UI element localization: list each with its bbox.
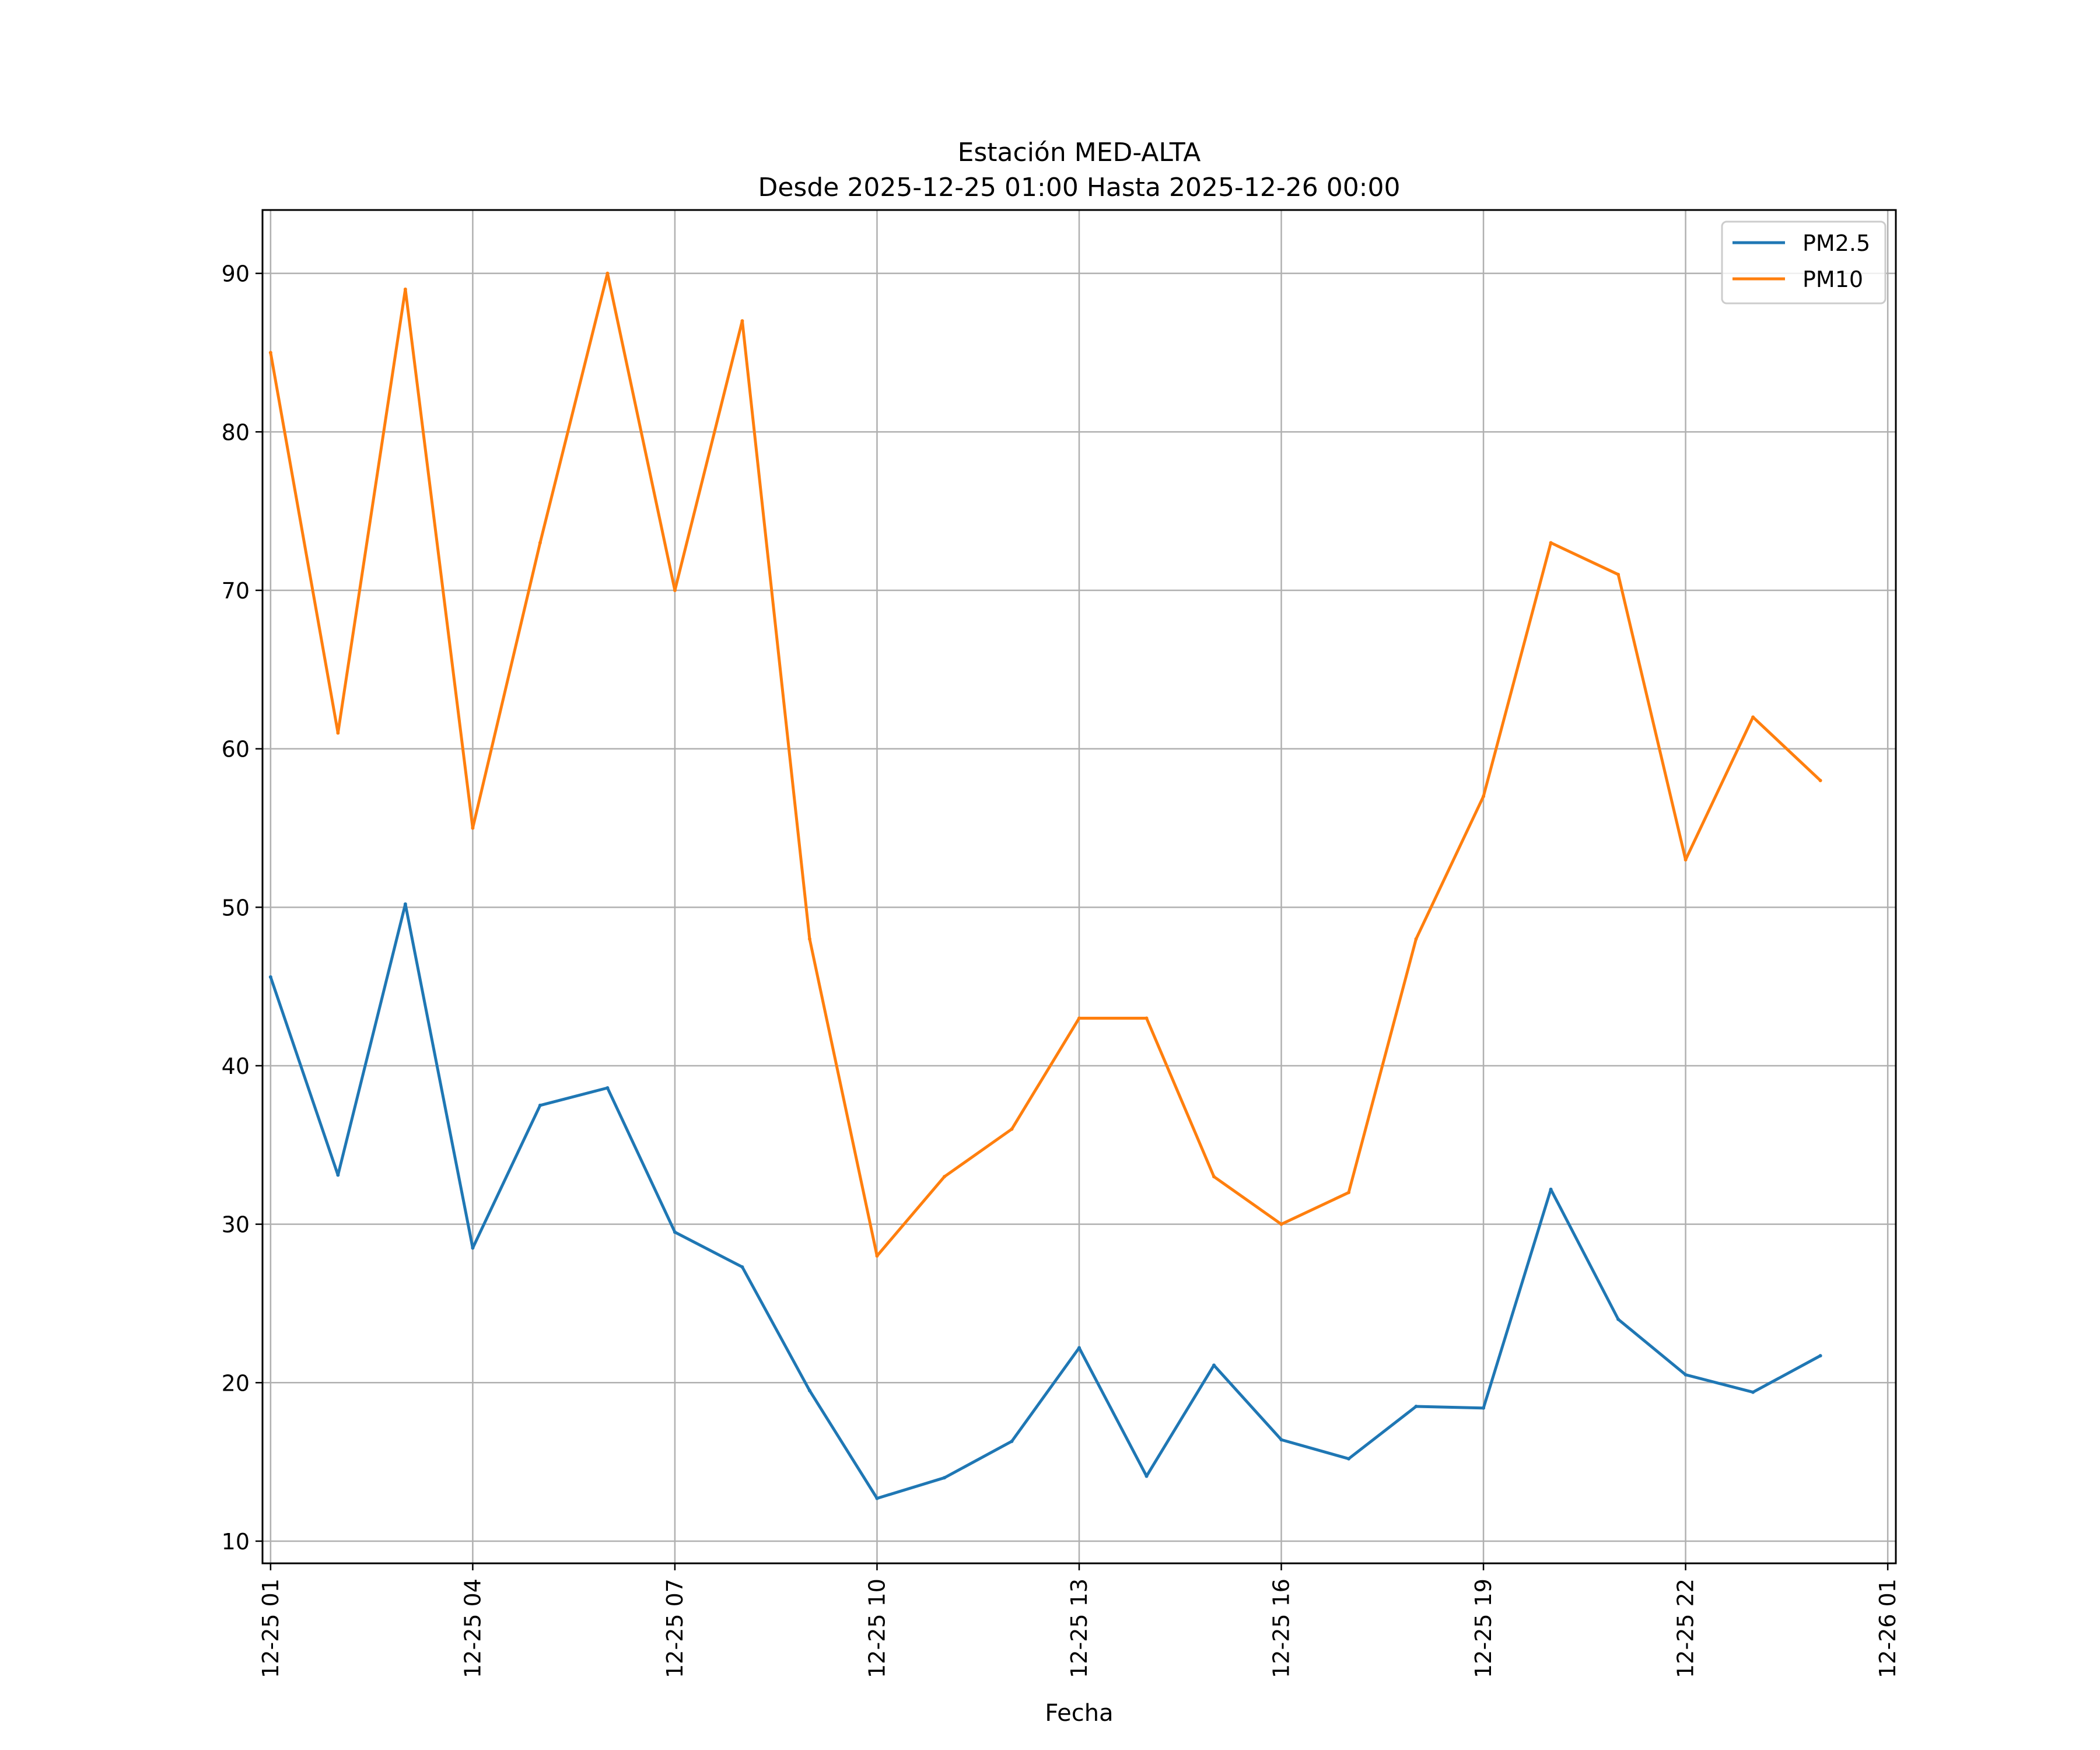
data-point-pm25: [1616, 1317, 1620, 1321]
data-point-pm25: [1279, 1438, 1283, 1442]
x-tick-label: 12-26 01: [1875, 1578, 1901, 1678]
y-tick-label: 40: [222, 1054, 250, 1079]
data-point-pm10: [1751, 715, 1755, 719]
x-tick-label: 12-25 19: [1471, 1578, 1496, 1678]
x-tick-label: 12-25 04: [460, 1578, 485, 1678]
data-point-pm10: [1347, 1191, 1351, 1195]
data-point-pm25: [1414, 1405, 1418, 1409]
legend-label-pm10: PM10: [1803, 267, 1863, 292]
data-point-pm10: [1482, 794, 1486, 799]
data-point-pm10: [807, 937, 811, 941]
data-point-pm10: [1616, 572, 1620, 576]
data-point-pm10: [1684, 858, 1688, 862]
data-point-pm10: [1010, 1127, 1014, 1131]
x-tick-label: 12-25 22: [1673, 1578, 1699, 1678]
y-tick-label: 10: [222, 1529, 250, 1555]
legend: PM2.5 PM10: [1721, 220, 1887, 304]
data-point-pm25: [1684, 1373, 1688, 1377]
data-point-pm10: [403, 287, 407, 291]
data-point-pm10: [1212, 1175, 1216, 1179]
series-line-pm10: [269, 272, 1822, 1258]
series-line-pm25: [269, 902, 1821, 1500]
data-point-pm10: [1549, 541, 1553, 545]
data-point-pm25: [1751, 1390, 1755, 1394]
data-point-pm25: [538, 1103, 542, 1107]
data-point-pm25: [606, 1086, 610, 1090]
data-point-pm25: [1818, 1354, 1822, 1358]
x-axis: 12-25 01 12-25 04 12-25 07 12-25 10 12-25 13…: [258, 1563, 1901, 1678]
data-point-pm10: [1818, 778, 1822, 782]
y-tick-label: 70: [222, 578, 250, 604]
data-point-pm10: [268, 351, 272, 355]
x-axis-label: Fecha: [1045, 1700, 1113, 1727]
x-tick-label: 12-25 16: [1269, 1578, 1294, 1678]
y-tick-label: 60: [222, 737, 250, 762]
data-point-pm10: [538, 541, 542, 545]
legend-label-pm25: PM2.5: [1803, 230, 1870, 256]
y-tick-label: 50: [222, 895, 250, 921]
data-point-pm10: [673, 588, 677, 592]
chart-title-line-2: Desde 2025-12-25 01:00 Hasta 2025-12-26 …: [758, 173, 1400, 202]
data-point-pm10: [606, 271, 610, 275]
data-point-pm25: [1077, 1346, 1081, 1350]
y-tick-label: 80: [222, 419, 250, 445]
data-point-pm10: [1279, 1222, 1283, 1226]
y-tick-label: 20: [222, 1370, 250, 1396]
data-point-pm25: [403, 902, 407, 906]
data-point-pm25: [1010, 1439, 1014, 1443]
data-point-pm25: [740, 1265, 744, 1269]
grid: [262, 210, 1896, 1563]
data-point-pm10: [1414, 937, 1418, 941]
data-point-pm25: [875, 1496, 879, 1500]
y-axis: 10 20 30 40 50 60 70 80 90: [222, 261, 262, 1555]
x-tick-label: 12-25 07: [662, 1578, 688, 1678]
data-point-pm10: [471, 826, 475, 830]
data-point-pm25: [268, 975, 272, 979]
data-point-pm10: [740, 319, 744, 323]
x-tick-label: 12-25 10: [864, 1578, 890, 1678]
data-point-pm25: [1144, 1474, 1149, 1478]
data-point-pm25: [471, 1246, 475, 1250]
data-point-pm25: [1549, 1187, 1553, 1191]
data-point-pm25: [336, 1173, 340, 1177]
data-point-pm10: [875, 1254, 879, 1258]
data-point-pm25: [1347, 1457, 1351, 1461]
data-point-pm25: [942, 1476, 946, 1480]
data-point-pm25: [1482, 1406, 1486, 1410]
y-tick-label: 30: [222, 1212, 250, 1238]
data-point-pm25: [807, 1388, 811, 1392]
y-tick-label: 90: [222, 261, 250, 287]
plot-lines: [268, 271, 1822, 1500]
data-point-pm25: [673, 1230, 677, 1234]
data-point-pm10: [942, 1175, 946, 1179]
data-point-pm10: [336, 731, 340, 735]
data-point-pm25: [1212, 1363, 1216, 1367]
chart-title-line-1: Estación MED-ALTA: [958, 138, 1201, 167]
data-point-pm10: [1144, 1016, 1149, 1020]
x-tick-label: 12-25 01: [258, 1578, 284, 1678]
data-point-pm10: [1077, 1016, 1081, 1020]
x-tick-label: 12-25 13: [1066, 1578, 1092, 1678]
